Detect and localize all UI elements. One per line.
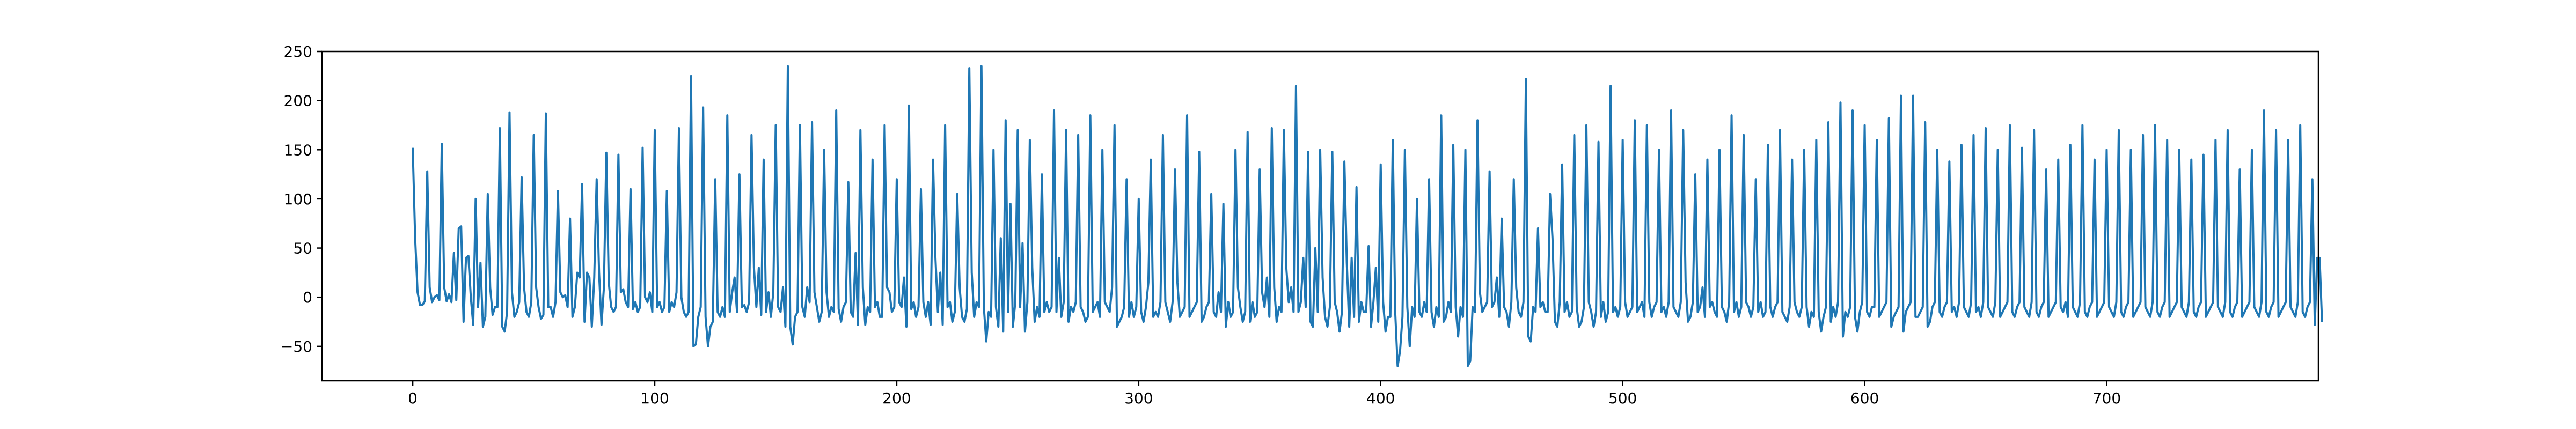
y-tick-label: 200: [284, 92, 312, 110]
y-tick-label: −50: [281, 338, 312, 356]
x-tick-label: 400: [1366, 389, 1395, 407]
y-tick-label: 0: [303, 289, 312, 306]
x-axis: 0 100 200 300 400 500 600 700: [408, 381, 2121, 407]
y-tick-label: 250: [284, 43, 312, 61]
x-tick-label: 0: [408, 389, 418, 407]
x-tick-label: 200: [882, 389, 911, 407]
x-tick-label: 300: [1124, 389, 1153, 407]
y-tick-label: 150: [284, 141, 312, 159]
series-layer: [412, 65, 2323, 367]
y-tick-label: 100: [284, 190, 312, 208]
y-axis: −50 0 50 100 150 200 250: [281, 43, 322, 356]
x-tick-label: 600: [1850, 389, 1879, 407]
x-tick-label: 500: [1608, 389, 1637, 407]
axes-frame: [321, 50, 2319, 382]
x-tick-label: 100: [640, 389, 669, 407]
series-line-0: [412, 65, 2323, 367]
y-tick-label: 50: [293, 240, 312, 257]
x-tick-label: 700: [2092, 389, 2121, 407]
